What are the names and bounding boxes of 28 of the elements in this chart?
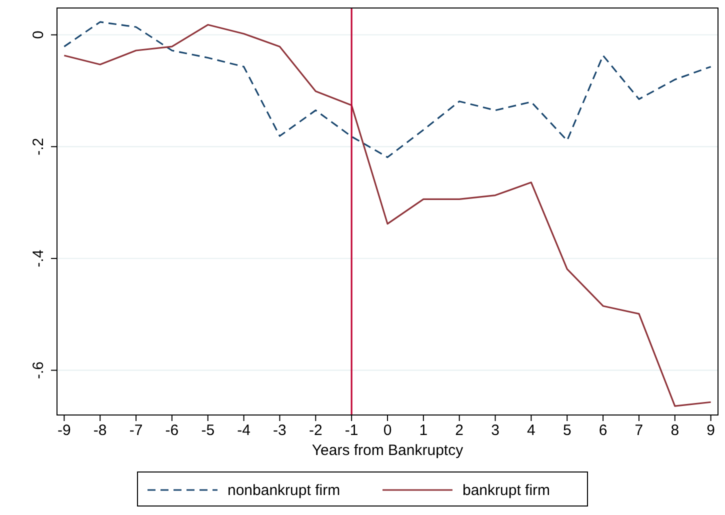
x-tick-label: 3 xyxy=(491,422,500,439)
x-tick-label: -6 xyxy=(165,422,179,439)
x-tick-label: 0 xyxy=(383,422,392,439)
legend-label: bankrupt firm xyxy=(462,482,550,499)
line-series xyxy=(63,21,712,158)
y-tick-label: -.4 xyxy=(30,250,47,268)
x-tick-label: 6 xyxy=(598,422,608,439)
x-tick-label: -3 xyxy=(273,422,286,439)
y-tick-label: -.6 xyxy=(30,362,47,380)
x-tick-label: -9 xyxy=(58,422,71,439)
x-tick-label: -1 xyxy=(344,422,358,439)
x-axis-title: Years from Bankruptcy xyxy=(312,442,464,459)
x-tick-label: 1 xyxy=(419,422,428,439)
line-series xyxy=(63,24,712,407)
legend-label: nonbankrupt firm xyxy=(228,482,340,499)
y-tick-label: -.2 xyxy=(30,138,47,156)
x-tick-label: -2 xyxy=(308,422,322,439)
x-tick-label: 5 xyxy=(562,422,572,439)
x-tick-label: 9 xyxy=(706,422,715,439)
x-tick-label: 8 xyxy=(670,422,680,439)
x-tick-label: 4 xyxy=(527,422,536,439)
x-tick-label: 2 xyxy=(455,422,464,439)
x-tick-label: -5 xyxy=(201,422,215,439)
x-tick-label: -8 xyxy=(93,422,107,439)
x-tick-label: 7 xyxy=(634,422,644,439)
y-tick-label: 0 xyxy=(30,30,47,40)
x-tick-label: -4 xyxy=(237,422,250,439)
x-tick-label: -7 xyxy=(129,422,143,439)
